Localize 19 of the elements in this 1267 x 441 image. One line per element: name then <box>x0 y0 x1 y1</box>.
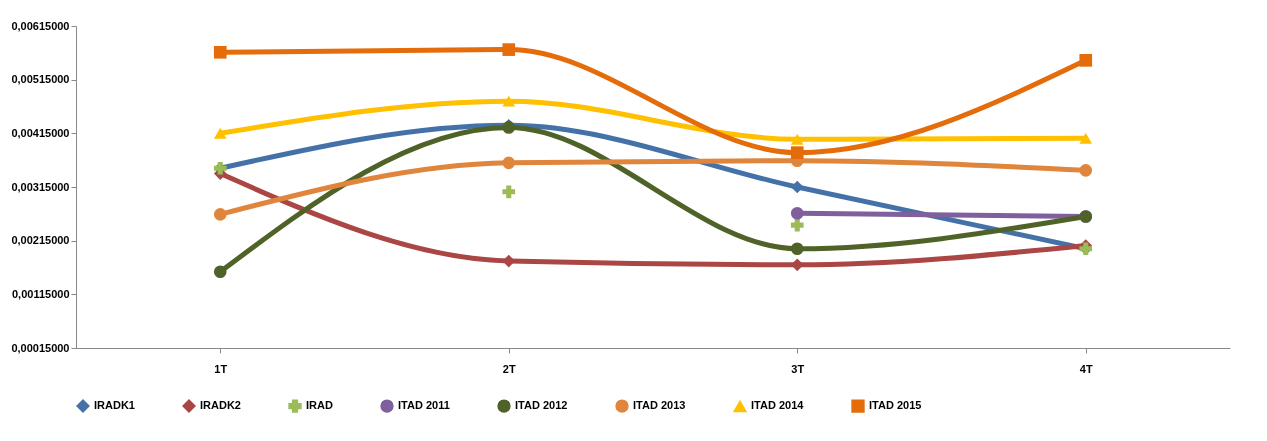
legend-label: ITAD 2014 <box>751 399 805 412</box>
legend-label: IRAD <box>306 399 333 412</box>
x-tick-label: 3T <box>791 362 805 375</box>
y-tick-label: 0,00015000 <box>11 341 70 354</box>
legend-label: ITAD 2011 <box>398 399 450 412</box>
y-tick-label: 0,00615000 <box>11 19 70 32</box>
legend-label: ITAD 2013 <box>633 399 686 412</box>
legend-label: ITAD 2012 <box>515 399 568 412</box>
legend-label: ITAD 2015 <box>869 399 922 412</box>
x-tick-label: 1T <box>214 362 228 375</box>
y-tick-label: 0,00515000 <box>11 73 70 86</box>
x-tick-label: 4T <box>1079 362 1093 375</box>
legend-label: IRADK2 <box>200 399 241 412</box>
y-tick-label: 0,00415000 <box>11 126 70 139</box>
y-tick-label: 0,00315000 <box>11 180 70 193</box>
legend-label: IRADK1 <box>94 399 135 412</box>
y-tick-label: 0,00215000 <box>11 234 70 247</box>
y-tick-label: 0,00115000 <box>11 287 70 300</box>
x-tick-label: 2T <box>502 362 516 375</box>
